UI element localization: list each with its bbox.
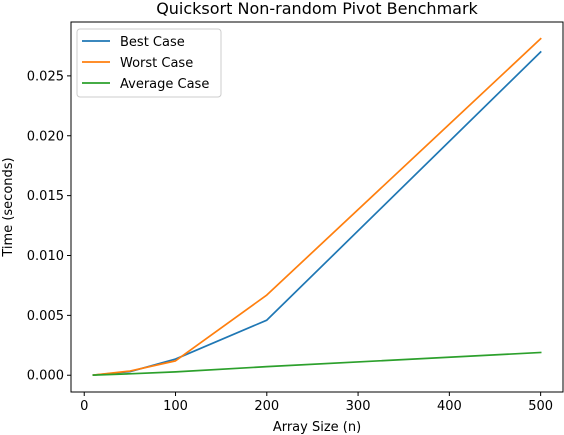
series-line-2 — [92, 351, 542, 377]
x-tick-label: 300 — [346, 399, 371, 414]
x-axis-label: Array Size (n) — [273, 420, 361, 435]
y-tick-label: 0.020 — [27, 129, 64, 144]
legend-box — [76, 28, 222, 98]
y-tick-label: 0.005 — [27, 309, 64, 324]
axes: 0 100 200 300 400 500 0.000 0.005 0.010 0.015 0.02… — [27, 21, 564, 414]
x-tick-label: 0 — [80, 399, 88, 414]
y-tick-label: 0.025 — [27, 69, 64, 84]
x-tick-label: 200 — [254, 399, 279, 414]
series-line-1 — [92, 37, 542, 377]
plot-frame — [70, 21, 564, 393]
legend: Best Case Worst Case Average Case — [76, 28, 222, 98]
y-axis-label: Time (seconds) — [1, 157, 16, 257]
y-tick-label: 0.015 — [27, 189, 64, 204]
legend-label-2: Average Case — [120, 77, 209, 92]
chart-title: Quicksort Non-random Pivot Benchmark — [156, 0, 478, 18]
x-tick-label: 500 — [528, 399, 553, 414]
legend-label-0: Best Case — [120, 35, 185, 50]
y-tick-label: 0.000 — [27, 369, 64, 384]
x-tick-label: 400 — [437, 399, 462, 414]
x-tick-label: 100 — [163, 399, 188, 414]
y-tick-label: 0.010 — [27, 249, 64, 264]
legend-label-1: Worst Case — [120, 56, 193, 71]
plot-lines — [92, 37, 542, 377]
